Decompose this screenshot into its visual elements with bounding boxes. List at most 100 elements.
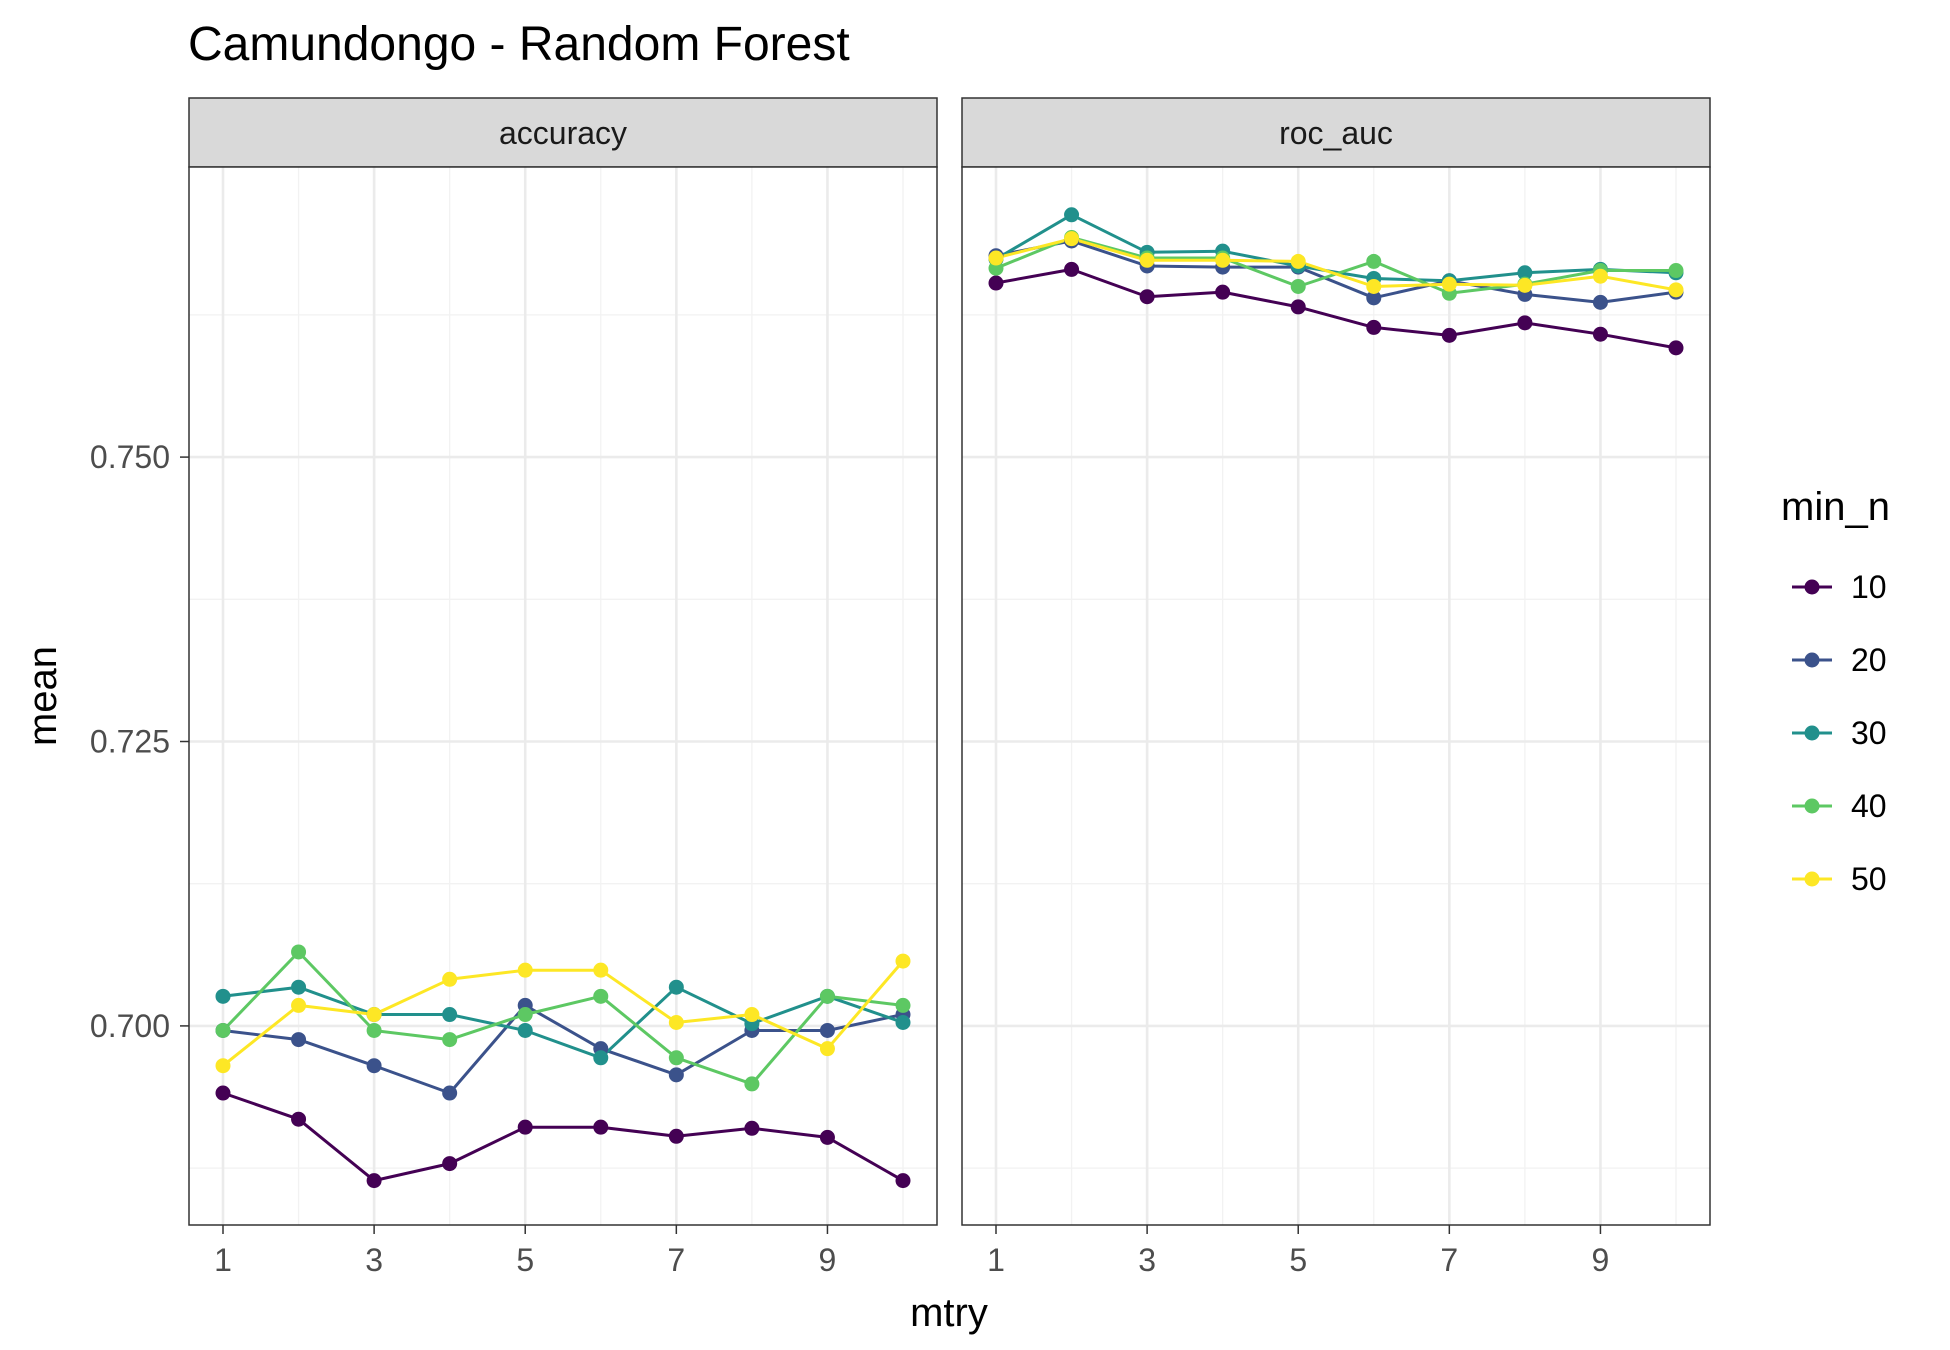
series-line-10 [995, 267, 1677, 350]
panel-accuracy-series [215, 944, 911, 1189]
data-point-50 [1064, 231, 1080, 247]
data-point-10 [366, 1173, 382, 1189]
legend-marker [1804, 798, 1820, 814]
data-point-10 [1668, 340, 1684, 356]
data-point-20 [819, 1022, 835, 1038]
panel-roc-auc-series [988, 207, 1684, 356]
data-point-20 [366, 1058, 382, 1074]
legend-marker [1804, 871, 1820, 887]
series-line-50 [995, 237, 1677, 292]
data-point-50 [1668, 282, 1684, 298]
data-point-30 [1064, 207, 1080, 223]
data-point-40 [895, 997, 911, 1013]
legend-item-20: 20 [1792, 642, 1887, 678]
data-point-10 [1592, 326, 1608, 342]
x-tick-label: 5 [516, 1242, 534, 1278]
data-point-50 [819, 1041, 835, 1057]
legend-item-30: 30 [1792, 715, 1887, 751]
y-tick-label: 0.750 [90, 439, 170, 475]
panel-accuracy-grid [189, 167, 937, 1225]
legend-marker [1804, 725, 1820, 741]
series-line-40 [221, 950, 904, 1086]
panel-roc-auc-grid [962, 167, 1710, 1225]
y-axis-title: mean [21, 646, 65, 746]
data-point-50 [215, 1058, 231, 1074]
data-point-10 [744, 1120, 760, 1136]
panel-roc-auc-label: roc_auc [1279, 115, 1393, 151]
x-tick-label: 1 [987, 1242, 1005, 1278]
series-line-30 [222, 985, 904, 1060]
data-point-40 [668, 1050, 684, 1066]
data-point-10 [215, 1085, 231, 1101]
data-point-30 [291, 979, 307, 995]
legend-marker [1804, 579, 1820, 595]
data-point-50 [593, 962, 609, 978]
data-point-10 [668, 1128, 684, 1144]
panel-roc-auc-border [961, 166, 1711, 1226]
data-point-50 [1290, 253, 1306, 269]
data-point-10 [819, 1129, 835, 1145]
chart-title: Camundongo - Random Forest [188, 18, 850, 71]
data-point-40 [744, 1076, 760, 1092]
legend: min_n 10 20 30 40 50 [1781, 485, 1890, 897]
data-point-20 [668, 1067, 684, 1083]
x-axis-title: mtry [910, 1291, 988, 1335]
data-point-10 [517, 1119, 533, 1135]
panel-accuracy-strip [188, 97, 938, 168]
legend-label: 50 [1851, 861, 1887, 897]
panel-roc-auc-x-axis: 1 3 5 7 9 [987, 1225, 1609, 1278]
data-point-30 [517, 1022, 533, 1038]
data-point-30 [1517, 265, 1533, 281]
data-point-30 [895, 1015, 911, 1031]
data-point-10 [1366, 319, 1382, 335]
series-line-50 [222, 960, 905, 1067]
x-tick-label: 7 [1440, 1242, 1458, 1278]
data-point-50 [517, 962, 533, 978]
data-point-10 [593, 1119, 609, 1135]
data-point-50 [895, 953, 911, 969]
data-point-10 [1215, 284, 1231, 300]
data-point-10 [1064, 261, 1080, 277]
legend-marker [1804, 652, 1820, 668]
data-point-20 [1366, 290, 1382, 306]
legend-item-40: 40 [1792, 788, 1887, 824]
plot-background [962, 167, 1710, 1225]
data-point-40 [819, 988, 835, 1004]
data-point-10 [988, 275, 1004, 291]
data-point-30 [668, 979, 684, 995]
data-point-20 [291, 1032, 307, 1048]
y-tick-label: 0.725 [90, 724, 170, 760]
data-point-40 [442, 1032, 458, 1048]
legend-label: 40 [1851, 788, 1887, 824]
panel-accuracy-x-axis: 1 3 5 7 9 [214, 1225, 836, 1278]
y-tick-label: 0.700 [90, 1008, 170, 1044]
legend-label: 30 [1851, 715, 1887, 751]
panel-accuracy: accuracy 1 3 5 7 9 [188, 97, 938, 1278]
legend-label: 20 [1851, 642, 1887, 678]
legend-label: 10 [1851, 569, 1887, 605]
data-point-30 [593, 1050, 609, 1066]
data-point-40 [215, 1022, 231, 1038]
data-point-50 [668, 1015, 684, 1031]
data-point-50 [1592, 268, 1608, 284]
y-axis: 0.700 0.725 0.750 [90, 439, 189, 1044]
data-point-40 [366, 1022, 382, 1038]
x-tick-label: 5 [1289, 1242, 1307, 1278]
data-point-40 [593, 988, 609, 1004]
data-point-50 [1139, 252, 1155, 268]
panel-accuracy-border [188, 166, 938, 1226]
data-point-10 [1139, 289, 1155, 305]
x-tick-label: 7 [667, 1242, 685, 1278]
data-point-10 [291, 1111, 307, 1127]
x-tick-label: 3 [1138, 1242, 1156, 1278]
data-point-50 [988, 250, 1004, 266]
x-tick-label: 9 [1592, 1242, 1610, 1278]
legend-item-10: 10 [1792, 569, 1887, 605]
data-point-10 [1441, 327, 1457, 343]
data-point-40 [1290, 278, 1306, 294]
legend-item-50: 50 [1792, 861, 1887, 897]
series-line-30 [995, 213, 1677, 283]
data-point-50 [1517, 277, 1533, 293]
x-tick-label: 9 [819, 1242, 837, 1278]
